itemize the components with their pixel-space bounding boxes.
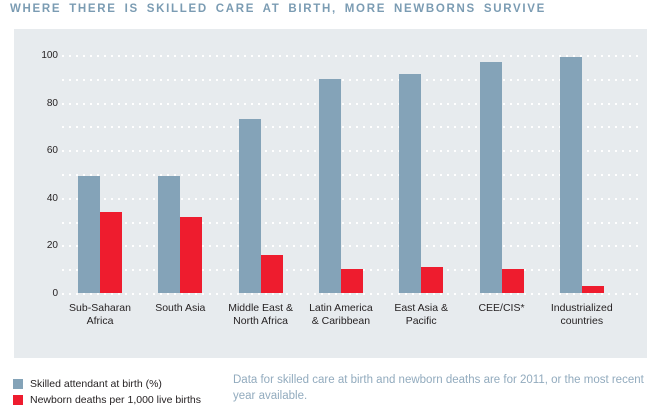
bar-skilled-attendant-0 xyxy=(78,176,100,293)
gridline-100 xyxy=(62,54,641,57)
y-tick-label: 60 xyxy=(46,145,58,157)
legend-swatch-icon xyxy=(13,379,23,389)
legend-label: Skilled attendant at birth (%) xyxy=(30,378,162,390)
bar-skilled-attendant-3 xyxy=(318,78,341,293)
legend-label: Newborn deaths per 1,000 live births xyxy=(30,394,202,406)
gridline-40 xyxy=(62,197,641,200)
bar-newborn-deaths-0 xyxy=(100,212,122,293)
x-category-label: East Asia & Pacific xyxy=(394,302,449,327)
bar-skilled-attendant-2 xyxy=(238,119,261,293)
x-category-label: South Asia xyxy=(155,302,206,314)
x-category-label: Middle East & North Africa xyxy=(228,302,293,327)
gridline-50 xyxy=(62,173,641,176)
x-category-label: Industrialized countries xyxy=(550,302,613,327)
legend: Skilled attendant at birth (%) Newborn de… xyxy=(13,376,201,408)
gridline-20 xyxy=(62,245,641,248)
y-tick-label: 100 xyxy=(41,49,58,61)
bar-newborn-deaths-3 xyxy=(340,269,363,293)
x-category-label: Sub-Saharan Africa xyxy=(69,302,131,327)
plot-area: 0 20 40 60 80 100 Sub-Saharan Africa South Asia M… xyxy=(14,29,647,358)
gridline-30 xyxy=(62,221,641,224)
y-tick-label: 20 xyxy=(46,240,58,252)
y-tick-label: 0 xyxy=(52,288,58,299)
bar-newborn-deaths-4 xyxy=(421,266,444,293)
gridline-90 xyxy=(62,78,641,81)
gridline-60 xyxy=(62,150,641,153)
x-category-label: CEE/CIS* xyxy=(478,302,525,314)
legend-item-0: Skilled attendant at birth (%) xyxy=(13,376,201,392)
gridline-80 xyxy=(62,102,641,105)
y-tick-label: 40 xyxy=(46,192,58,204)
bar-newborn-deaths-6 xyxy=(581,285,604,293)
bar-newborn-deaths-2 xyxy=(260,254,283,293)
gridline-0 xyxy=(62,293,641,295)
bar-newborn-deaths-1 xyxy=(180,216,203,293)
gridline-70 xyxy=(62,126,641,129)
y-tick-label: 80 xyxy=(46,97,58,109)
bar-skilled-attendant-6 xyxy=(559,57,582,293)
bar-skilled-attendant-4 xyxy=(399,73,422,293)
bar-skilled-attendant-1 xyxy=(158,176,181,293)
source-note: Data for skilled care at birth and newbo… xyxy=(233,374,644,402)
bar-skilled-attendant-5 xyxy=(479,62,502,293)
legend-item-1: Newborn deaths per 1,000 live births xyxy=(13,392,201,408)
legend-swatch-icon xyxy=(13,395,23,405)
x-category-label: Latin America & Caribbean xyxy=(309,302,373,327)
chart-title: WHERE THERE IS SKILLED CARE AT BIRTH, MO… xyxy=(10,3,546,15)
bar-newborn-deaths-5 xyxy=(501,269,524,293)
